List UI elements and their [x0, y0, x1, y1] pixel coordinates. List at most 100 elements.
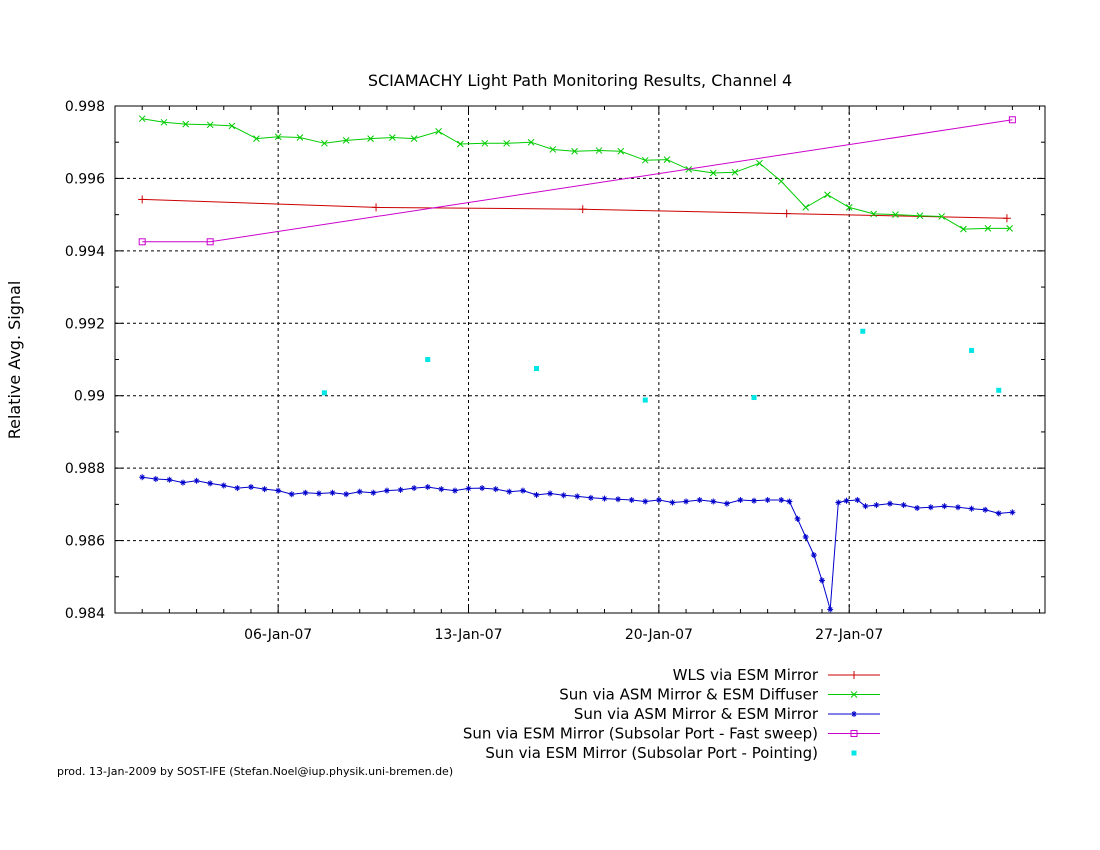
data-point	[549, 146, 557, 153]
legend-label: Sun via ESM Mirror (Subsolar Port - Fast…	[463, 725, 818, 743]
data-point	[578, 205, 587, 214]
data-point	[506, 488, 513, 495]
y-tick-label: 0.992	[65, 316, 105, 332]
data-point	[617, 147, 625, 155]
data-point	[683, 498, 690, 505]
data-point	[969, 347, 975, 353]
x-tick-label: 06-Jan-07	[244, 627, 312, 643]
data-point	[615, 496, 622, 503]
data-point	[456, 140, 464, 148]
data-point	[954, 504, 961, 511]
data-point	[628, 497, 635, 504]
y-tick-label: 0.994	[65, 244, 105, 260]
data-point	[764, 497, 771, 504]
data-point	[968, 505, 975, 512]
data-point	[835, 499, 842, 506]
data-point	[527, 138, 535, 146]
data-point	[571, 147, 578, 155]
data-point	[481, 139, 489, 147]
x-tick-label: 20-Jan-07	[625, 627, 693, 643]
legend-label: Sun via ASM Mirror & ESM Diffuser	[559, 686, 819, 704]
data-point	[253, 135, 260, 142]
data-point	[916, 212, 924, 220]
data-point	[296, 134, 304, 141]
data-point	[914, 504, 921, 511]
series-4	[138, 116, 1016, 246]
series-line	[142, 198, 1007, 219]
data-point	[751, 497, 758, 504]
data-point	[696, 497, 703, 504]
data-point	[166, 476, 173, 483]
data-point	[321, 390, 327, 396]
data-point	[669, 499, 676, 506]
data-point	[435, 127, 442, 135]
data-point	[655, 497, 662, 504]
data-point	[275, 487, 282, 494]
data-point	[756, 159, 763, 167]
grid-lines	[115, 106, 1045, 613]
data-point	[274, 133, 282, 141]
data-point	[533, 366, 539, 372]
data-point	[751, 395, 757, 401]
data-point	[731, 168, 739, 176]
data-point	[710, 498, 717, 505]
data-point	[533, 491, 540, 498]
data-point	[941, 503, 948, 510]
data-point	[207, 480, 214, 487]
footer-credit: prod. 13-Jan-2009 by SOST-IFE (Stefan.No…	[57, 765, 453, 778]
data-point	[984, 225, 992, 232]
data-point	[709, 169, 717, 177]
data-point	[138, 238, 146, 246]
data-point	[389, 134, 396, 141]
data-point	[642, 397, 648, 403]
data-point	[873, 502, 880, 509]
y-tick-label: 0.996	[65, 171, 105, 187]
legend-marker	[851, 750, 857, 756]
series-1	[138, 195, 1011, 223]
legend-label: Sun via ASM Mirror & ESM Mirror	[574, 705, 819, 723]
y-tick-label: 0.988	[65, 461, 105, 477]
legend-marker	[851, 711, 857, 717]
data-point	[723, 500, 730, 507]
data-point	[479, 485, 486, 492]
data-point	[794, 515, 801, 522]
data-point	[321, 139, 328, 147]
legend: WLS via ESM Mirror Sun via ASM Mirror & E…	[463, 666, 880, 762]
data-point	[356, 488, 363, 495]
data-point	[152, 476, 159, 483]
data-point	[138, 115, 146, 123]
series-2	[138, 115, 1014, 233]
legend-marker	[850, 671, 858, 679]
data-point	[424, 483, 431, 490]
x-tick-label: 13-Jan-07	[434, 627, 502, 643]
data-point	[411, 485, 418, 492]
data-point	[862, 503, 869, 510]
data-point	[138, 195, 147, 204]
data-point	[870, 210, 878, 218]
y-tick-label: 0.986	[65, 534, 105, 550]
data-point	[182, 120, 190, 128]
data-point	[777, 177, 785, 185]
data-point	[519, 487, 526, 494]
data-point	[824, 191, 831, 199]
data-point	[288, 491, 295, 498]
data-point	[342, 137, 350, 144]
y-tick-label: 0.99	[74, 389, 105, 405]
legend-label: WLS via ESM Mirror	[673, 666, 819, 684]
data-point	[900, 502, 907, 509]
data-point	[982, 506, 989, 513]
series-3	[139, 474, 1016, 613]
data-point	[642, 498, 649, 505]
data-point	[786, 498, 793, 505]
data-point	[193, 477, 200, 484]
data-point	[372, 203, 381, 212]
data-point	[234, 485, 241, 492]
data-point	[343, 491, 350, 498]
data-point	[601, 495, 608, 502]
data-point	[139, 474, 146, 481]
data-point	[247, 483, 254, 490]
data-point	[547, 490, 554, 497]
data-point	[802, 204, 810, 211]
data-point	[503, 139, 510, 147]
data-point	[574, 493, 581, 500]
